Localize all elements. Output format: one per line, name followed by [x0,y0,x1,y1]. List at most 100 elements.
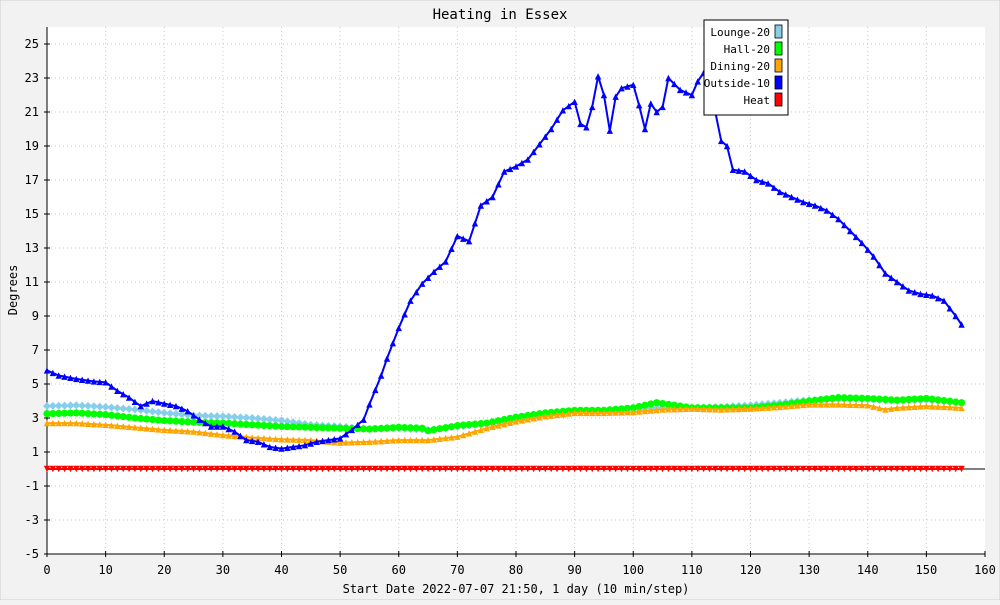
data-point [875,395,884,403]
data-point [230,412,239,421]
data-point [155,399,162,406]
data-point [841,221,848,229]
data-point [518,159,526,167]
data-point [600,91,608,99]
data-point [207,465,215,473]
data-point [923,291,930,298]
y-tick-label: -5 [25,547,39,561]
data-point [119,404,128,413]
data-point [753,465,760,473]
data-point [96,378,103,386]
data-point [295,465,303,473]
data-point [770,465,778,473]
data-point [512,413,520,421]
data-point [641,125,649,133]
data-point [729,405,737,413]
data-point [495,422,502,429]
data-point [43,410,51,418]
data-point [759,178,766,185]
data-point [237,432,244,440]
data-point [49,465,57,473]
data-point [852,401,860,409]
data-point [929,465,936,473]
data-point [313,438,320,445]
x-tick-label: 70 [450,563,464,577]
data-point [805,200,813,207]
series-outside-10 [43,69,965,452]
data-point [90,420,98,428]
data-point [829,465,836,473]
data-point [834,394,843,402]
data-point [242,413,251,422]
data-point [846,394,854,402]
data-point [841,465,848,473]
data-point [442,258,449,265]
data-point [219,423,227,430]
data-point [448,245,455,253]
data-point [653,108,660,116]
data-point [905,395,913,404]
data-point [319,437,326,445]
data-point [888,465,895,473]
data-point [348,439,356,446]
data-point [278,445,285,452]
data-point [55,372,62,379]
data-point [741,465,748,473]
data-point [348,426,356,434]
data-point [172,402,180,410]
data-point [319,465,326,473]
data-point [647,100,655,107]
data-point [688,465,696,473]
data-point [84,420,92,427]
data-point [84,465,92,473]
data-point [477,420,485,428]
data-point [43,367,51,374]
data-point [354,465,361,473]
data-point [911,465,918,473]
data-point [835,465,842,473]
data-point [213,423,221,430]
data-point [500,415,508,424]
data-point [178,417,186,426]
data-point [559,411,567,418]
data-point [630,408,637,416]
data-point [73,419,80,427]
data-point [354,438,361,446]
data-point [272,422,280,430]
data-point [224,412,233,421]
data-point [184,465,191,473]
data-point [424,427,432,435]
data-point [149,425,156,433]
data-point [202,465,209,473]
data-point [858,401,866,409]
x-tick-label: 110 [681,563,703,577]
data-point [125,465,133,473]
data-point [342,424,350,432]
data-point [336,435,344,442]
data-point [630,465,637,473]
data-point [196,416,203,423]
data-point [823,401,830,408]
data-point [313,465,320,473]
data-point [190,465,197,473]
data-point [811,202,819,209]
data-point [313,423,321,432]
data-point [571,465,578,473]
data-point [577,409,584,417]
data-point [559,465,567,473]
data-point [177,410,186,419]
data-point [670,401,678,409]
data-point [272,444,279,451]
data-point [277,422,286,431]
data-point [271,416,280,425]
data-point [254,421,262,429]
data-point [465,421,473,429]
data-point [506,165,514,173]
data-point [143,465,150,473]
data-point [460,465,467,473]
data-point [172,465,180,473]
data-point [430,436,438,443]
y-tick-label: 11 [25,275,39,289]
data-point [530,465,537,473]
data-point [706,405,713,413]
